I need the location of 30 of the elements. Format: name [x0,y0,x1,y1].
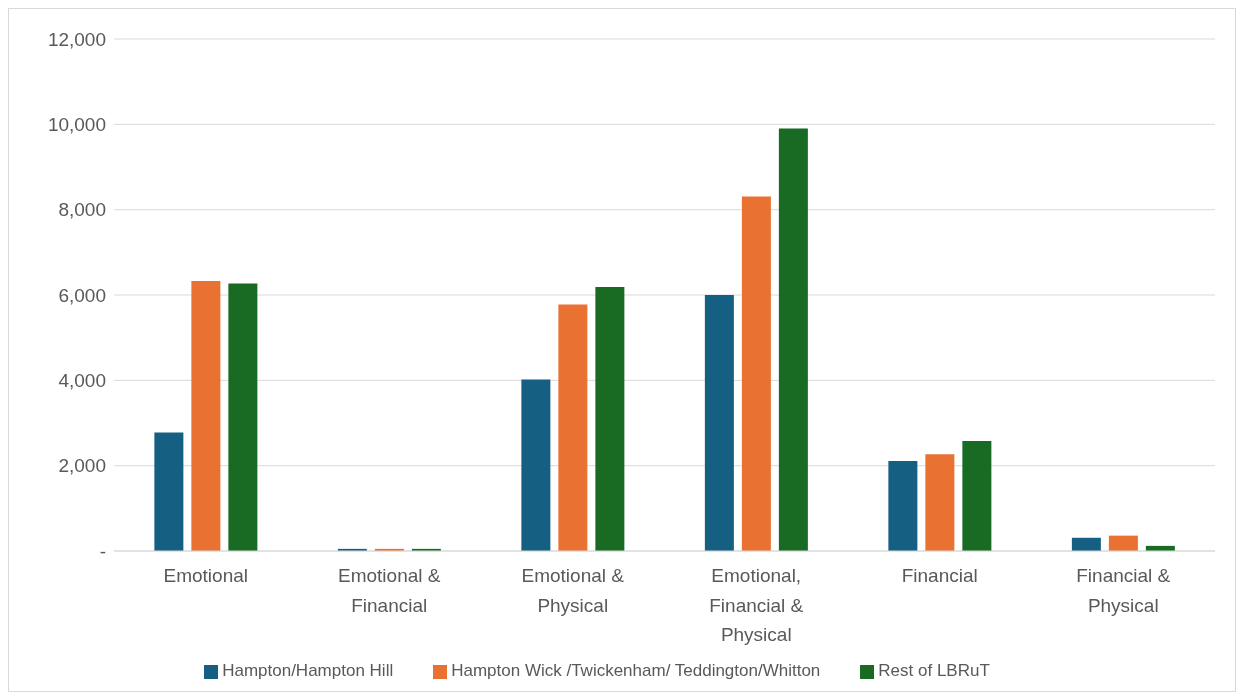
bar [521,379,551,551]
x-tick-label: Emotional & Financial [338,565,441,616]
y-tick-label: 2,000 [58,455,106,477]
bar [704,295,734,551]
y-tick-label: 6,000 [58,284,106,306]
bar [154,432,184,551]
y-tick-label: 12,000 [47,28,106,50]
legend-label: Hampton/Hampton Hill [222,661,394,680]
y-tick-label: 10,000 [47,114,106,136]
bar [558,304,588,551]
x-tick-label: Financial & Physical [1076,565,1171,616]
x-tick-label: Emotional, Financial & Physical [709,565,804,646]
legend-label: Rest of LBRuT [878,661,990,680]
legend-label: Hampton Wick /Twickenham/ Teddington/Whitton [451,661,821,680]
x-tick-label: Emotional [163,565,248,587]
y-tick-label: - [99,540,106,562]
y-tick-label: 8,000 [58,199,106,221]
x-tick-label: Emotional & Physical [521,565,625,616]
bar [888,460,918,551]
bar [925,454,955,551]
y-tick-label: 4,000 [58,370,106,392]
x-tick-label: Financial [901,565,978,587]
bar [778,128,808,551]
bar [1108,535,1138,551]
bar [595,286,625,551]
bar [191,280,221,551]
bar [741,196,771,551]
bar [962,440,992,551]
bar [1071,537,1101,551]
bar [228,283,258,551]
